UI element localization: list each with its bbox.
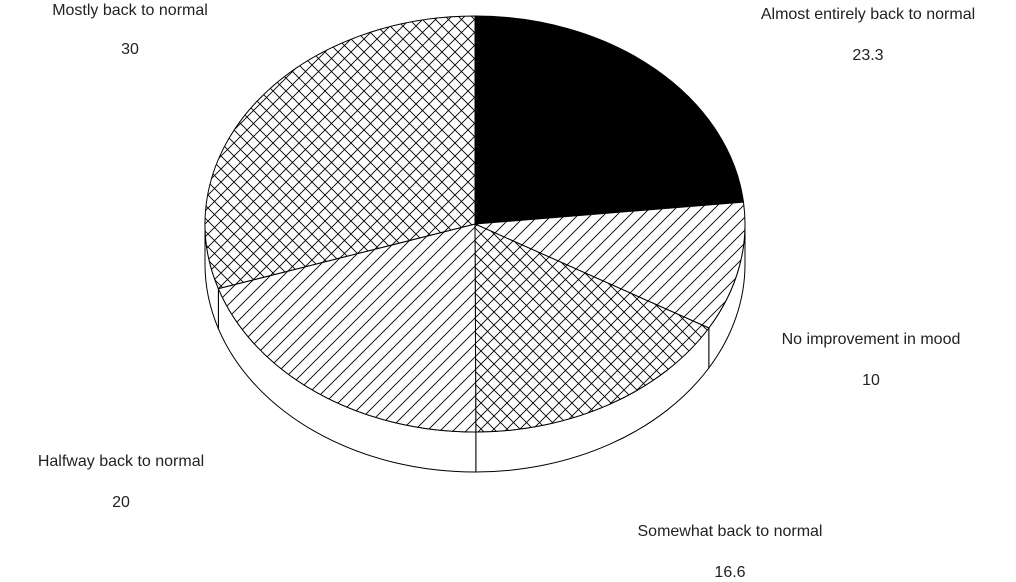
slice-label: Almost entirely back to normal	[760, 6, 976, 23]
pie-slice-mostly-back-to-normal	[204, 15, 476, 290]
pie-slice-somewhat-back-to-normal	[474, 223, 710, 433]
pie-slice-halfway-back-to-normal	[217, 223, 477, 433]
slice-label: Mostly back to normal	[52, 2, 208, 19]
slice-value-label: 30	[121, 41, 139, 58]
pie-chart	[204, 15, 746, 473]
slice-label: Halfway back to normal	[37, 453, 205, 470]
slice-label: Somewhat back to normal	[637, 523, 823, 540]
slice-value-label: 20	[112, 494, 130, 511]
pie-slice-almost-entirely-back-to-normal	[474, 15, 745, 225]
pie-slice-no-improvement-in-mood	[474, 201, 746, 329]
slice-label: No improvement in mood	[781, 331, 961, 348]
slice-value-label: 23.3	[852, 47, 884, 64]
slice-value-label: 10	[862, 372, 880, 389]
slice-value-label: 16.6	[714, 564, 746, 581]
